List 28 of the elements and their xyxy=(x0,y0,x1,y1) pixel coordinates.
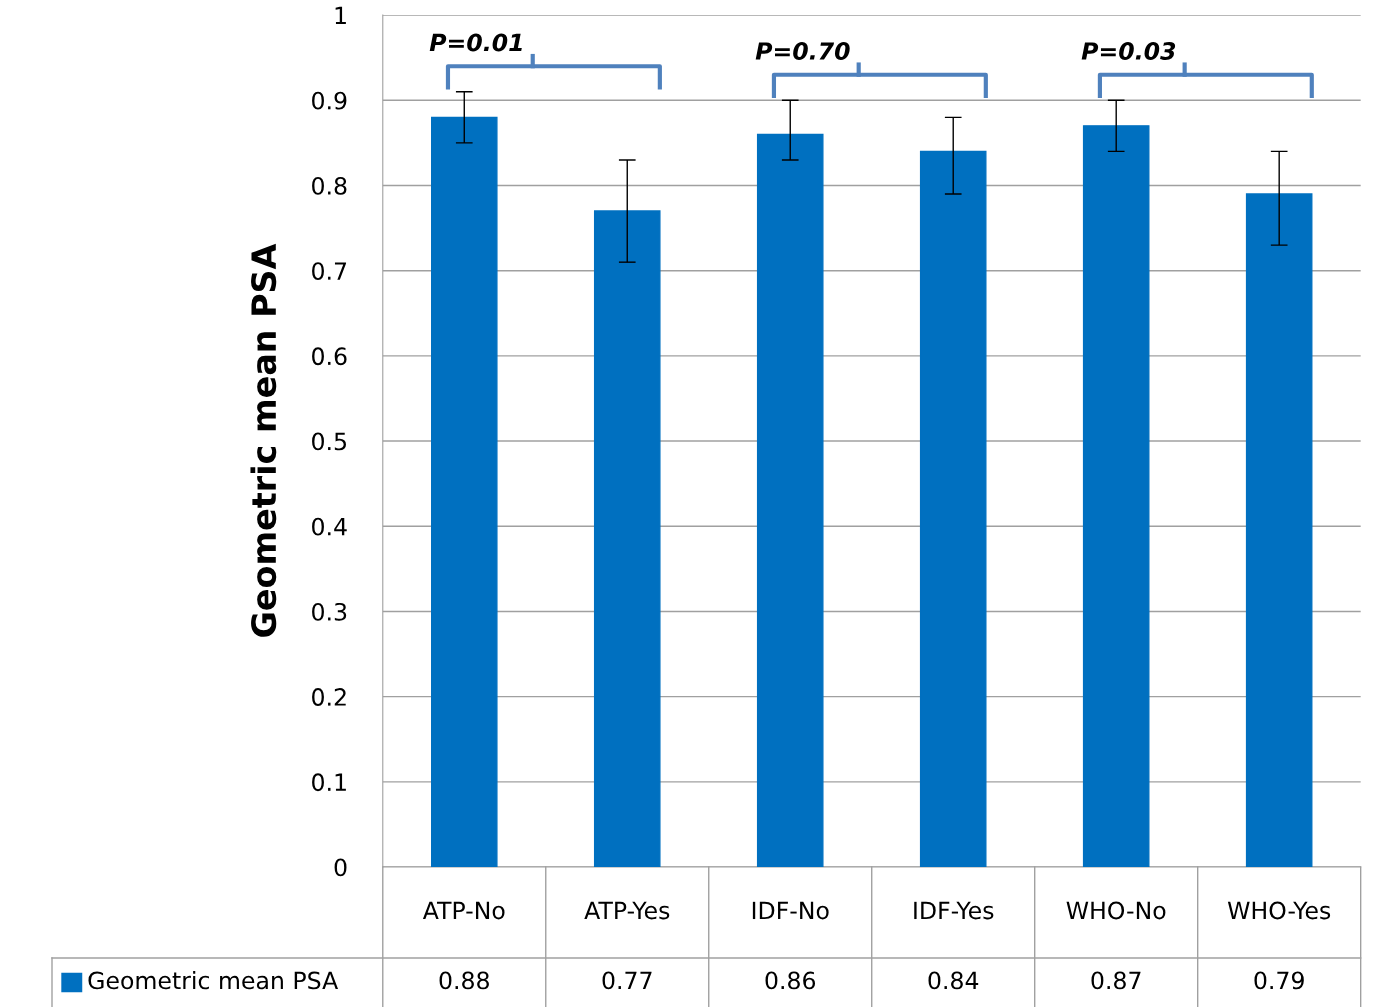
y-tick-label: 0.1 xyxy=(312,773,346,792)
x-tick-label: ATP-No xyxy=(422,901,505,920)
y-tick-label: 0.9 xyxy=(312,91,347,110)
data-label: 0.88 xyxy=(439,971,489,990)
y-tick-label: 0.5 xyxy=(312,432,346,451)
annotation: P=0.03 xyxy=(1081,42,1176,60)
x-tick-label: ATP-Yes xyxy=(584,901,670,920)
legend-label: Geometric mean PSA xyxy=(88,971,339,990)
x-tick-label: IDF-Yes xyxy=(914,901,994,920)
data-label: 0.77 xyxy=(602,971,652,990)
y-tick-label: 0.2 xyxy=(312,688,346,706)
y-tick-label: 0.8 xyxy=(312,176,347,195)
annotation: P=0.70 xyxy=(755,42,850,60)
data-label: 0.79 xyxy=(1254,971,1304,990)
y-tick-label: 0.7 xyxy=(312,262,347,280)
x-tick-label: IDF-No xyxy=(752,901,829,920)
x-tick-label: WHO-No xyxy=(1066,901,1166,920)
y-tick-label: 0.6 xyxy=(312,347,347,366)
data-label: 0.87 xyxy=(1091,971,1141,990)
annotation: P=0.01 xyxy=(429,33,522,52)
x-tick-label: WHO-Yes xyxy=(1227,901,1331,920)
y-tick-label: 0.3 xyxy=(312,602,347,621)
data-label: 0.86 xyxy=(765,971,816,990)
y-axis-title: Geometric mean PSA xyxy=(250,243,277,637)
data-label: 0.84 xyxy=(928,971,979,990)
y-tick-label: 0 xyxy=(334,858,347,877)
y-tick-label: 1 xyxy=(335,6,346,25)
y-tick-label: 0.4 xyxy=(312,517,347,536)
